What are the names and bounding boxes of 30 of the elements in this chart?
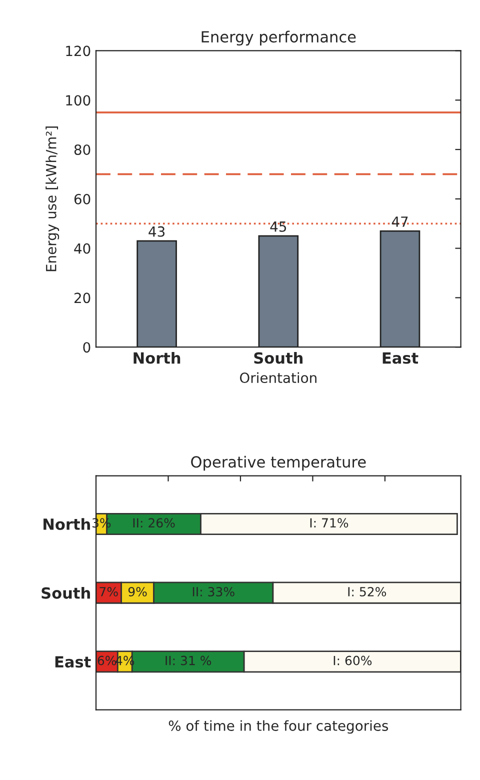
x-tick-label: South [254,352,302,364]
data-label: II: 31 % [166,656,212,666]
data-label: 45 [270,222,286,232]
data-label: 7% [100,586,118,596]
y-tick-label: North [44,518,90,530]
y-axis-title: Energy use [kWh/m²] [46,126,60,272]
data-label: II: 26% [133,518,175,528]
chart-title: Operative temperature [191,456,366,471]
data-label: I: 52% [348,586,386,596]
y-tick-label: 20 [74,292,90,304]
data-label: 47 [392,216,408,227]
chart-title: Energy performance [202,30,356,46]
y-tick-label: 120 [66,46,90,56]
data-label: II: 33% [192,586,234,596]
y-tick-label: South [42,586,90,599]
y-tick-label: 40 [74,243,90,254]
y-tick-label: 60 [74,194,90,204]
y-tick-label: East [55,656,91,668]
x-axis-title: Orientation [240,372,316,384]
y-tick-label: 100 [66,95,90,106]
data-label: I: 60% [334,656,372,666]
data-label: I: 71% [310,518,348,528]
data-label: 9% [128,586,147,596]
x-tick-label: North [134,352,180,364]
data-label: 6% [98,656,116,666]
y-tick-label: 0 [83,342,90,353]
x-axis-title: % of time in the four categories [168,720,388,734]
y-tick-label: 80 [74,144,90,155]
data-label: 43 [148,226,165,237]
x-tick-label: East [382,352,418,364]
